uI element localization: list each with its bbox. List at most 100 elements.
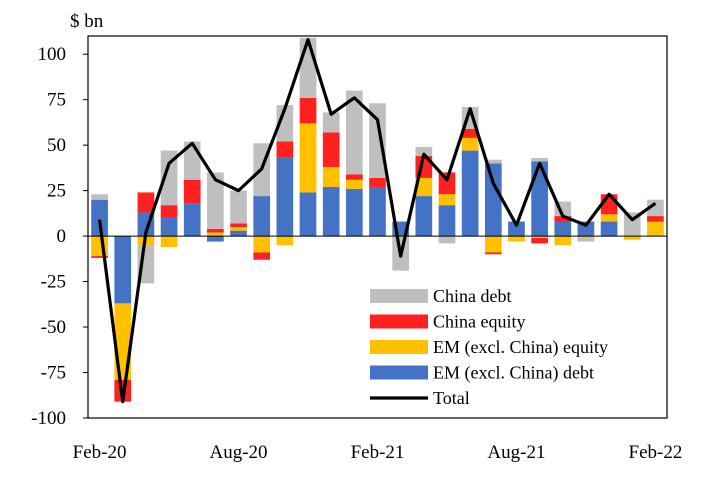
legend-swatch [370, 365, 428, 380]
bar-em-equity-Jan-22 [623, 236, 641, 240]
legend-label: EM (excl. China) debt [433, 363, 594, 384]
bar-china-debt-May-21 [438, 236, 456, 244]
legend-item-em-equity: EM (excl. China) equity [370, 337, 608, 358]
legend-label: China equity [433, 312, 526, 332]
y-axis-unit-label: $ bn [70, 11, 104, 32]
bar-china-equity-May-21 [438, 172, 456, 195]
y-tick-label: -75 [41, 363, 66, 384]
legend-label: China debt [433, 286, 512, 306]
bar-china-debt-Feb-20 [91, 194, 108, 200]
bar-em-debt-Jul-21 [484, 163, 502, 237]
bar-em-debt-Jun-21 [461, 150, 479, 237]
bar-china-equity-Aug-20 [230, 223, 247, 227]
bar-em-equity-Aug-21 [508, 236, 525, 242]
x-tick-label: Aug-20 [210, 442, 268, 463]
y-tick-label: 50 [47, 135, 66, 156]
bar-china-debt-Jul-20 [207, 172, 224, 229]
bar-china-debt-Nov-21 [577, 237, 595, 242]
bar-em-debt-Oct-21 [554, 221, 572, 237]
x-tick-label: Feb-21 [351, 442, 405, 463]
bar-china-equity-Apr-20 [137, 192, 155, 213]
bar-em-debt-May-20 [160, 217, 178, 237]
bar-china-equity-May-20 [160, 205, 178, 218]
bar-em-debt-Aug-20 [230, 230, 247, 237]
bar-em-debt-Jan-21 [346, 188, 363, 237]
bar-em-equity-Nov-20 [299, 123, 317, 193]
legend-item-em-debt: EM (excl. China) debt [370, 363, 594, 384]
bar-em-equity-Aug-20 [230, 227, 247, 231]
bar-em-debt-Sep-20 [253, 196, 271, 237]
bar-china-equity-Jun-20 [183, 179, 201, 204]
bar-em-equity-Jul-21 [484, 236, 502, 253]
bar-china-debt-May-20 [160, 150, 178, 206]
bar-china-equity-Jun-21 [461, 128, 479, 138]
total-line [97, 38, 657, 404]
bar-em-debt-Dec-20 [322, 186, 340, 237]
bar-china-debt-Jul-21 [484, 159, 502, 164]
bar-china-equity-Jan-21 [346, 174, 363, 180]
bar-china-equity-Jul-21 [484, 252, 502, 255]
legend-item-china-equity: China equity [370, 312, 526, 332]
legend-swatch [370, 314, 428, 329]
bar-em-equity-Nov-21 [577, 236, 595, 238]
legend-item-china-debt: China debt [370, 286, 512, 306]
bar-china-debt-Apr-21 [415, 146, 433, 157]
y-tick-label: 75 [47, 90, 66, 111]
bar-china-equity-Sep-21 [531, 237, 548, 244]
bar-em-debt-Apr-21 [415, 196, 433, 237]
bar-china-equity-Oct-21 [554, 216, 572, 222]
bar-em-equity-Mar-21 [392, 236, 409, 238]
legend-swatch [370, 289, 428, 303]
bar-china-debt-Dec-20 [322, 112, 340, 133]
y-tick-label: 25 [47, 181, 66, 202]
bar-china-equity-Feb-21 [369, 177, 386, 187]
y-tick-labels: 100 75 50 25 0 -25 -50 -75 -100 [31, 44, 66, 429]
bar-china-equity-Jul-20 [207, 228, 224, 233]
bar-em-equity-May-20 [160, 236, 178, 248]
axes-layer [83, 35, 668, 419]
y-tick-label: -50 [41, 317, 66, 338]
bar-em-debt-Nov-20 [299, 192, 317, 237]
y-tick-label: -100 [31, 408, 66, 429]
bar-em-equity-Apr-21 [415, 177, 433, 197]
legend-swatch [370, 340, 428, 354]
bar-em-debt-Feb-20 [91, 199, 108, 237]
bar-em-debt-Dec-21 [600, 221, 618, 237]
bar-em-debt-Oct-20 [276, 157, 294, 237]
x-tick-label: Feb-20 [73, 442, 127, 463]
bar-china-debt-Sep-21 [531, 157, 548, 162]
bar-em-debt-Jun-20 [183, 203, 201, 237]
bar-china-equity-Sep-20 [253, 252, 271, 260]
bar-china-equity-Nov-20 [299, 97, 317, 124]
bar-em-equity-Feb-22 [647, 221, 664, 237]
x-tick-label: Feb-22 [629, 442, 683, 463]
bar-china-equity-Oct-20 [276, 141, 294, 158]
bar-em-equity-Oct-21 [554, 236, 572, 246]
bar-china-debt-Oct-20 [276, 105, 294, 142]
bar-china-equity-Dec-20 [322, 132, 340, 167]
bar-china-debt-Nov-20 [299, 37, 317, 98]
bar-em-equity-Jul-20 [207, 232, 224, 237]
bar-em-debt-Jul-20 [207, 236, 224, 242]
bar-china-debt-Jan-21 [346, 90, 363, 175]
bar-em-equity-Jan-21 [346, 179, 363, 189]
y-tick-label: 100 [38, 44, 67, 65]
bar-china-debt-Aug-20 [230, 190, 247, 224]
bar-em-equity-Sep-20 [253, 236, 271, 253]
bar-em-equity-Dec-21 [600, 214, 618, 222]
x-tick-label: Aug-21 [487, 442, 545, 463]
bar-em-debt-Sep-21 [531, 161, 548, 237]
y-tick-label: -25 [41, 272, 66, 293]
legend: China debt China equity EM (excl. China) e… [370, 286, 608, 408]
bar-em-debt-Mar-20 [114, 236, 132, 304]
total-line-layer [97, 38, 657, 404]
bar-em-equity-Dec-20 [322, 166, 340, 187]
bar-em-debt-Feb-21 [369, 186, 386, 237]
plot-frame [87, 35, 668, 419]
x-tick-labels: Feb-20 Aug-20 Feb-21 Aug-21 Feb-22 [73, 442, 683, 463]
legend-label: Total [433, 388, 470, 408]
bar-em-equity-May-21 [438, 194, 456, 206]
bar-china-equity-Feb-22 [647, 216, 664, 222]
bar-em-debt-Aug-21 [508, 221, 525, 237]
